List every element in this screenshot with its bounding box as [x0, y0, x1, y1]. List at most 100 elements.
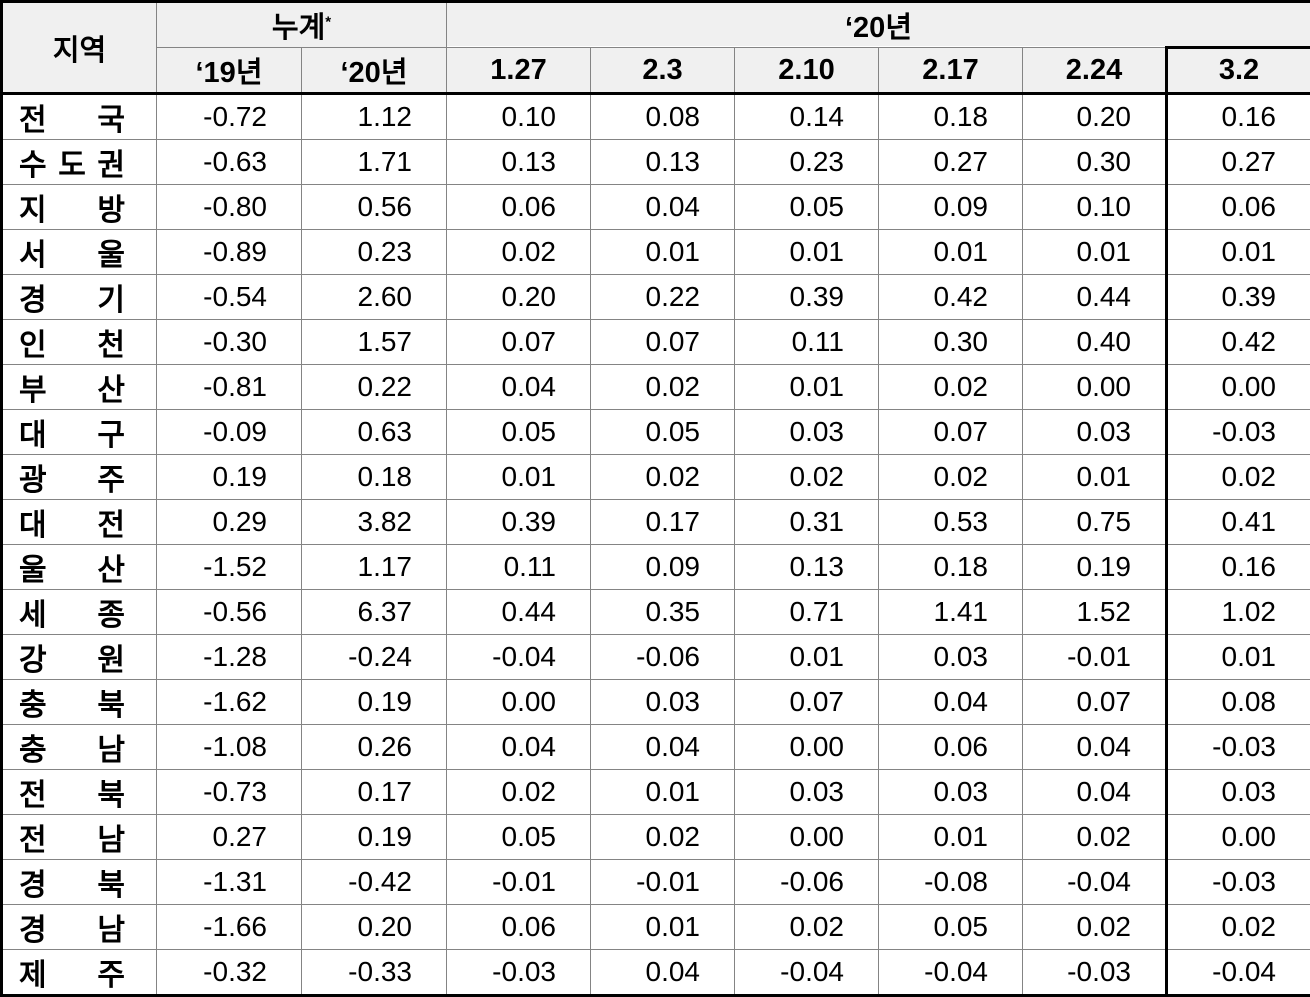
- value-cell: 1.12: [302, 94, 447, 140]
- value-cell: 0.05: [447, 815, 591, 860]
- value-cell: 0.03: [591, 680, 735, 725]
- value-cell: 0.27: [879, 140, 1023, 185]
- value-cell: 0.30: [879, 320, 1023, 365]
- value-cell: 0.13: [735, 545, 879, 590]
- value-cell: 0.22: [591, 275, 735, 320]
- value-cell: 0.02: [447, 230, 591, 275]
- value-cell: 0.63: [302, 410, 447, 455]
- value-cell: -0.81: [157, 365, 302, 410]
- value-cell: 0.27: [1167, 140, 1310, 185]
- value-cell: 0.02: [879, 455, 1023, 500]
- value-cell: -1.52: [157, 545, 302, 590]
- value-cell: -0.04: [735, 950, 879, 996]
- value-cell: 0.16: [1167, 545, 1310, 590]
- value-cell: -0.73: [157, 770, 302, 815]
- header-row-groups: 지역 누계* ‘20년: [2, 2, 1310, 48]
- col-group-cumulative: 누계*: [157, 2, 447, 48]
- value-cell: 0.03: [735, 410, 879, 455]
- value-cell: 0.11: [735, 320, 879, 365]
- value-cell: 0.02: [1023, 905, 1167, 950]
- value-cell: 0.01: [1023, 455, 1167, 500]
- value-cell: 0.04: [879, 680, 1023, 725]
- value-cell: 0.03: [879, 635, 1023, 680]
- col-header-year-20: ‘20년: [302, 48, 447, 94]
- value-cell: 0.01: [591, 230, 735, 275]
- value-cell: 0.01: [591, 770, 735, 815]
- value-cell: 0.02: [591, 365, 735, 410]
- value-cell: 0.30: [1023, 140, 1167, 185]
- value-cell: 0.04: [591, 185, 735, 230]
- col-header-date-1: 1.27: [447, 48, 591, 94]
- value-cell: -0.54: [157, 275, 302, 320]
- value-cell: 0.05: [879, 905, 1023, 950]
- value-cell: 0.11: [447, 545, 591, 590]
- value-cell: 0.06: [1167, 185, 1310, 230]
- value-cell: 0.00: [1167, 815, 1310, 860]
- value-cell: -1.62: [157, 680, 302, 725]
- value-cell: -0.03: [447, 950, 591, 996]
- value-cell: -0.80: [157, 185, 302, 230]
- value-cell: 0.13: [447, 140, 591, 185]
- value-cell: 1.17: [302, 545, 447, 590]
- value-cell: 0.17: [591, 500, 735, 545]
- value-cell: 1.71: [302, 140, 447, 185]
- value-cell: 0.19: [157, 455, 302, 500]
- value-cell: 2.60: [302, 275, 447, 320]
- value-cell: 0.31: [735, 500, 879, 545]
- value-cell: 0.19: [302, 680, 447, 725]
- value-cell: 0.04: [1023, 770, 1167, 815]
- value-cell: 0.08: [1167, 680, 1310, 725]
- value-cell: 0.22: [302, 365, 447, 410]
- value-cell: 0.02: [591, 815, 735, 860]
- value-cell: -0.03: [1167, 725, 1310, 770]
- value-cell: -0.09: [157, 410, 302, 455]
- col-group-year-2020: ‘20년: [447, 2, 1310, 48]
- value-cell: 0.02: [1167, 455, 1310, 500]
- value-cell: 0.23: [735, 140, 879, 185]
- value-cell: 0.20: [1023, 94, 1167, 140]
- value-cell: 0.02: [735, 455, 879, 500]
- value-cell: 0.40: [1023, 320, 1167, 365]
- value-cell: -0.30: [157, 320, 302, 365]
- value-cell: 0.00: [735, 815, 879, 860]
- value-cell: 0.06: [447, 185, 591, 230]
- col-header-date-4: 2.17: [879, 48, 1023, 94]
- value-cell: 0.44: [447, 590, 591, 635]
- value-cell: 0.05: [735, 185, 879, 230]
- value-cell: 0.14: [735, 94, 879, 140]
- value-cell: 0.01: [879, 815, 1023, 860]
- value-cell: 0.20: [447, 275, 591, 320]
- value-cell: 0.01: [591, 905, 735, 950]
- value-cell: 0.07: [591, 320, 735, 365]
- value-cell: 0.02: [879, 365, 1023, 410]
- value-cell: 0.19: [1023, 545, 1167, 590]
- value-cell: 0.06: [879, 725, 1023, 770]
- col-header-date-3: 2.10: [735, 48, 879, 94]
- value-cell: 0.53: [879, 500, 1023, 545]
- value-cell: 0.04: [447, 725, 591, 770]
- value-cell: -0.56: [157, 590, 302, 635]
- value-cell: 0.01: [879, 230, 1023, 275]
